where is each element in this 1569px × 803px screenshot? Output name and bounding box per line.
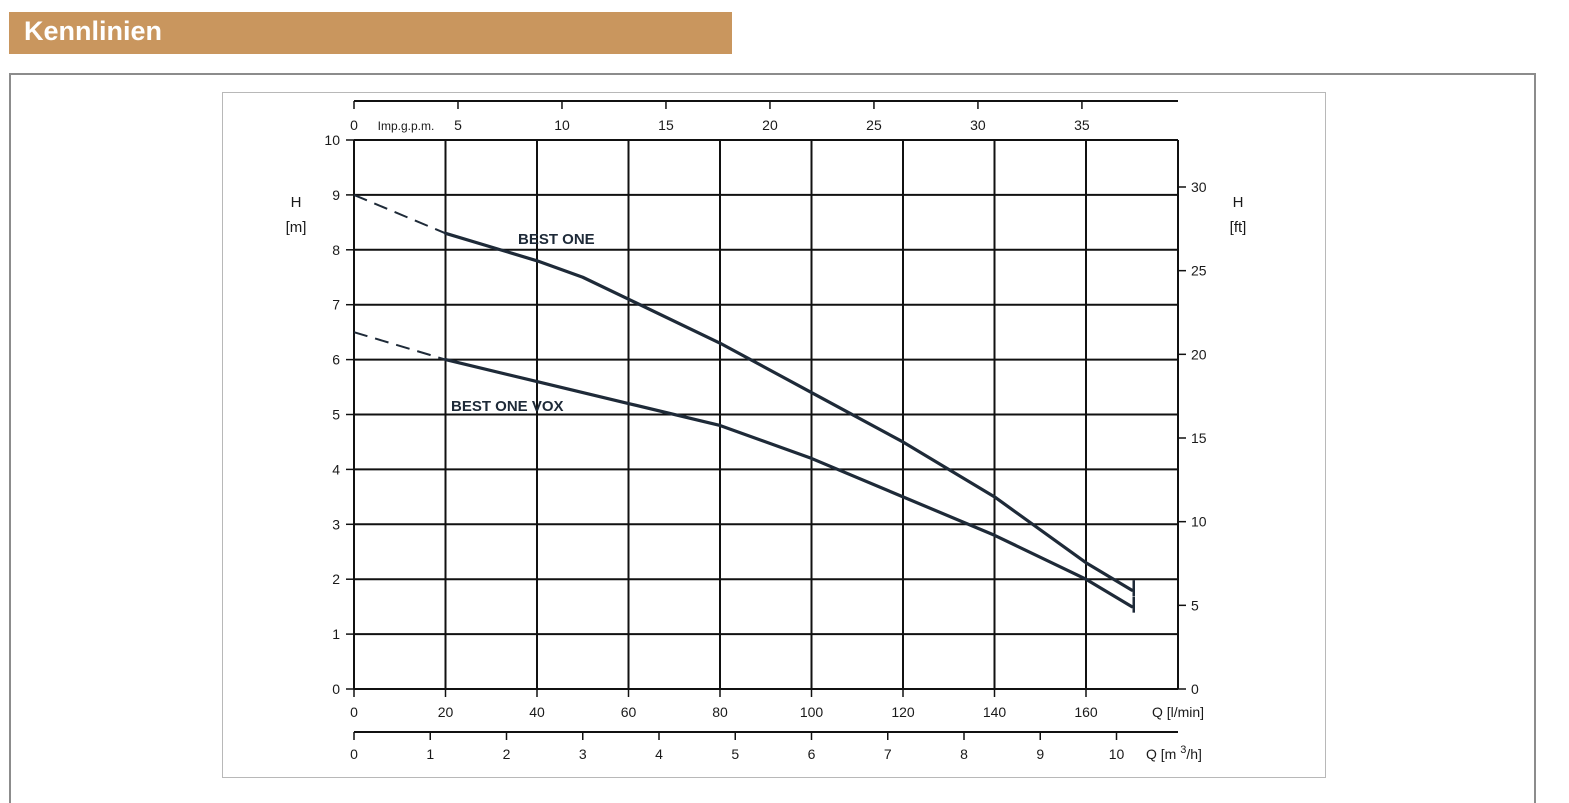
content-frame xyxy=(9,73,1536,803)
x2-tick-label: 3 xyxy=(579,746,587,762)
x3-tick-label: 20 xyxy=(762,117,778,133)
x2-tick-label: 5 xyxy=(731,746,739,762)
section-header-bar: Kennlinien xyxy=(9,12,732,54)
chart-axes xyxy=(346,100,1186,740)
x3-tick-label: 15 xyxy=(658,117,674,133)
x3-tick-label: 10 xyxy=(554,117,570,133)
series-label: BEST ONE VOX xyxy=(451,398,564,415)
x-tick-label: 20 xyxy=(438,704,454,720)
x2-tick-label: 4 xyxy=(655,746,663,762)
y-tick-label: 3 xyxy=(332,516,340,532)
x-tick-label: 120 xyxy=(891,704,915,720)
y-tick-label: 5 xyxy=(332,407,340,423)
y2-tick-label: 10 xyxy=(1191,514,1207,530)
y2-tick-label: 15 xyxy=(1191,430,1207,446)
y-tick-label: 4 xyxy=(332,461,340,477)
x2-tick-label: 2 xyxy=(503,746,511,762)
x3-tick-label: 25 xyxy=(866,117,882,133)
y2-axis-title: H xyxy=(1233,194,1244,211)
series-line xyxy=(443,231,1134,592)
series-dashed-start xyxy=(353,193,446,235)
section-title: Kennlinien xyxy=(24,16,163,46)
x-tick-label: 160 xyxy=(1074,704,1098,720)
y-tick-label: 7 xyxy=(332,297,340,313)
y-tick-label: 9 xyxy=(332,187,340,203)
y-tick-label: 8 xyxy=(332,242,340,258)
x2-tick-label: 9 xyxy=(1036,746,1044,762)
x-axis-title: Q [l/min] xyxy=(1152,704,1204,720)
x2-tick-label: 0 xyxy=(350,746,358,762)
x-tick-label: 80 xyxy=(712,704,728,720)
x2-tick-label: 7 xyxy=(884,746,892,762)
series-label: BEST ONE xyxy=(518,231,595,248)
x2-tick-label: 6 xyxy=(808,746,816,762)
x3-tick-label: 0 xyxy=(350,117,358,133)
x3-tick-label: 35 xyxy=(1074,117,1090,133)
series-line xyxy=(443,358,1134,609)
y2-tick-label: 25 xyxy=(1191,263,1207,279)
chart-container xyxy=(222,92,1326,778)
y2-tick-label: 20 xyxy=(1191,346,1207,362)
y-tick-label: 1 xyxy=(332,626,340,642)
x-tick-label: 40 xyxy=(529,704,545,720)
x-tick-label: 60 xyxy=(621,704,637,720)
x2-tick-label: 8 xyxy=(960,746,968,762)
series-dashed-start xyxy=(353,331,446,361)
x-tick-label: 100 xyxy=(800,704,824,720)
y-axis-unit: [m] xyxy=(286,219,307,236)
y2-tick-label: 5 xyxy=(1191,597,1199,613)
x-tick-label: 0 xyxy=(350,704,358,720)
x3-axis-title: Imp.g.p.m. xyxy=(378,119,435,133)
y-tick-label: 6 xyxy=(332,352,340,368)
chart-series xyxy=(353,193,1135,613)
y-tick-label: 10 xyxy=(324,132,340,148)
y-axis-title: H xyxy=(291,194,302,211)
y2-tick-label: 30 xyxy=(1191,179,1207,195)
x3-tick-label: 5 xyxy=(454,117,462,133)
y-tick-label: 0 xyxy=(332,681,340,697)
x2-axis-title: Q [m 3/h] xyxy=(1146,744,1202,762)
x2-tick-label: 1 xyxy=(426,746,434,762)
y-tick-label: 2 xyxy=(332,571,340,587)
y2-tick-label: 0 xyxy=(1191,681,1199,697)
x2-tick-label: 10 xyxy=(1109,746,1125,762)
y2-axis-unit: [ft] xyxy=(1230,219,1247,236)
x3-tick-label: 30 xyxy=(970,117,986,133)
x-tick-label: 140 xyxy=(983,704,1007,720)
